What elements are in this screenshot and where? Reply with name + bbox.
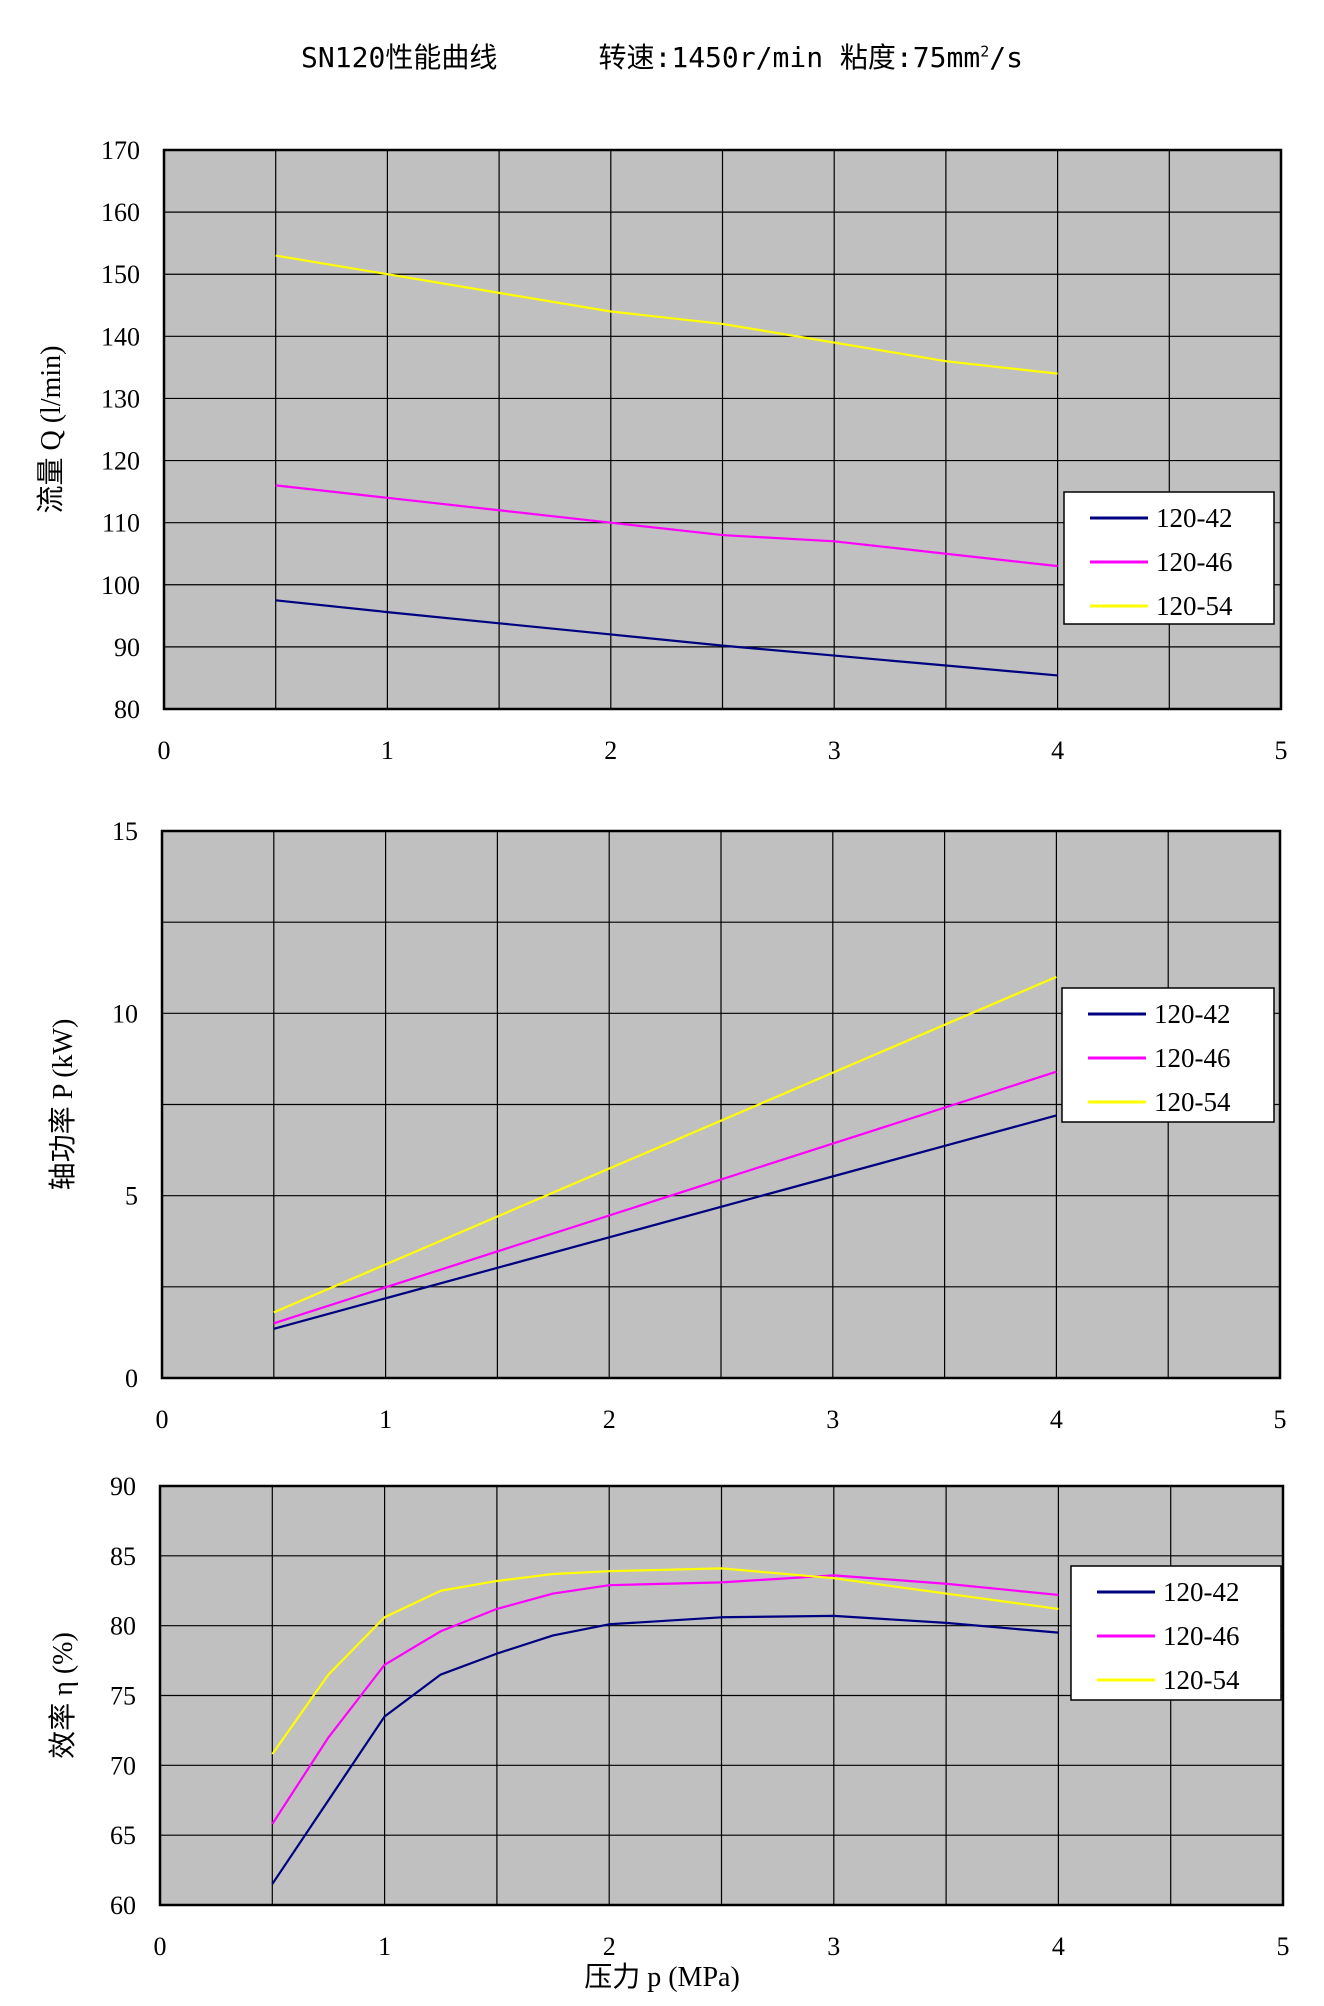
title-viscosity: 粘度:75mm2/s bbox=[840, 41, 1023, 74]
series-line-120-54 bbox=[273, 975, 1057, 1314]
series-line-120-54 bbox=[271, 1567, 1059, 1755]
y-axis-label: 效率 η (%) bbox=[47, 1632, 79, 1759]
y-tick-label: 120 bbox=[101, 447, 140, 476]
x-tick-label: 1 bbox=[379, 1405, 392, 1434]
y-tick-label: 5 bbox=[125, 1182, 138, 1211]
y-tick-label: 90 bbox=[110, 1472, 136, 1501]
x-tick-label: 2 bbox=[603, 1405, 616, 1434]
x-tick-label: 0 bbox=[156, 1405, 169, 1434]
series-line-120-46 bbox=[271, 1574, 1059, 1825]
title-model: SN120性能曲线 bbox=[301, 41, 498, 74]
title-viscosity-suffix: /s bbox=[989, 41, 1023, 74]
y-tick-label: 70 bbox=[110, 1751, 136, 1780]
y-tick-label: 65 bbox=[110, 1821, 136, 1850]
y-tick-label: 75 bbox=[110, 1682, 136, 1711]
series-line-120-46 bbox=[273, 1070, 1057, 1325]
plot-border bbox=[160, 829, 1282, 1380]
chart-flow: 80 90 100 110 120 130 140 150 160 170 0 1 2 3 4 5 流量 Q (… bbox=[35, 136, 1288, 765]
x-tick-label: 5 bbox=[1274, 1405, 1287, 1434]
x-tick-label: 4 bbox=[1051, 736, 1064, 765]
series-line-120-42 bbox=[275, 599, 1058, 677]
x-tick-label: 3 bbox=[828, 736, 841, 765]
x-tick-label: 1 bbox=[381, 736, 394, 765]
y-tick-label: 170 bbox=[101, 136, 140, 165]
title-speed: 转速:1450r/min bbox=[598, 41, 824, 74]
y-tick-label: 85 bbox=[110, 1542, 136, 1571]
series-line-120-54 bbox=[275, 254, 1058, 375]
x-tick-label: 4 bbox=[1050, 1405, 1063, 1434]
legend-label-120-46: 120-46 bbox=[1154, 1043, 1231, 1073]
x-tick-label: 5 bbox=[1275, 736, 1288, 765]
plot-border bbox=[162, 148, 1283, 711]
plot-border bbox=[158, 1484, 1285, 1907]
legend-label-120-54: 120-54 bbox=[1156, 591, 1233, 621]
legend-box bbox=[1070, 1565, 1282, 1701]
y-tick-label: 80 bbox=[110, 1612, 136, 1641]
legend-label-120-54: 120-54 bbox=[1154, 1087, 1231, 1117]
y-tick-label: 0 bbox=[125, 1364, 138, 1393]
legend-box bbox=[1061, 987, 1275, 1123]
series-line-120-42 bbox=[273, 1114, 1057, 1330]
legend-box bbox=[1063, 491, 1275, 625]
y-tick-label: 90 bbox=[114, 633, 140, 662]
chart-efficiency: 60 65 70 75 80 85 90 0 1 2 3 4 5 效率 η (%) 120-42 120-46… bbox=[47, 1472, 1290, 1961]
x-tick-label: 2 bbox=[604, 736, 617, 765]
y-tick-label: 60 bbox=[110, 1891, 136, 1920]
y-axis-label: 轴功率 P (kW) bbox=[47, 1019, 79, 1191]
y-tick-label: 140 bbox=[101, 322, 140, 351]
chart-title: SN120性能曲线 转速:1450r/min 粘度:75mm2/s bbox=[0, 36, 1324, 76]
y-tick-label: 150 bbox=[101, 260, 140, 289]
x-tick-label: 0 bbox=[158, 736, 171, 765]
x-tick-label: 2 bbox=[603, 1932, 616, 1961]
y-tick-label: 15 bbox=[112, 817, 138, 846]
x-tick-label: 4 bbox=[1052, 1932, 1065, 1961]
x-tick-label: 5 bbox=[1277, 1932, 1290, 1961]
x-tick-label: 1 bbox=[378, 1932, 391, 1961]
y-tick-label: 100 bbox=[101, 571, 140, 600]
x-tick-label: 3 bbox=[827, 1932, 840, 1961]
x-tick-label: 3 bbox=[826, 1405, 839, 1434]
x-tick-label: 0 bbox=[154, 1932, 167, 1961]
legend-label-120-42: 120-42 bbox=[1163, 1577, 1240, 1607]
y-tick-label: 110 bbox=[102, 509, 140, 538]
legend-label-120-46: 120-46 bbox=[1156, 547, 1233, 577]
y-tick-label: 80 bbox=[114, 695, 140, 724]
title-viscosity-prefix: 粘度:75mm bbox=[839, 41, 981, 74]
x-axis-label: 压力 p (MPa) bbox=[584, 1962, 740, 1993]
legend-label-120-42: 120-42 bbox=[1156, 503, 1233, 533]
legend-label-120-46: 120-46 bbox=[1163, 1621, 1240, 1651]
y-axis-label: 流量 Q (l/min) bbox=[35, 346, 67, 514]
title-viscosity-sup: 2 bbox=[980, 42, 990, 61]
legend-label-120-42: 120-42 bbox=[1154, 999, 1231, 1029]
legend-label-120-54: 120-54 bbox=[1163, 1665, 1240, 1695]
series-line-120-42 bbox=[271, 1614, 1059, 1885]
y-tick-label: 130 bbox=[101, 384, 140, 413]
chart-power: 0 5 10 15 0 1 2 3 4 5 轴功率 P (kW) 120-42 120-46 120-54 bbox=[47, 817, 1287, 1434]
y-tick-label: 10 bbox=[112, 999, 138, 1028]
y-tick-label: 160 bbox=[101, 198, 140, 227]
series-line-120-46 bbox=[275, 484, 1058, 568]
